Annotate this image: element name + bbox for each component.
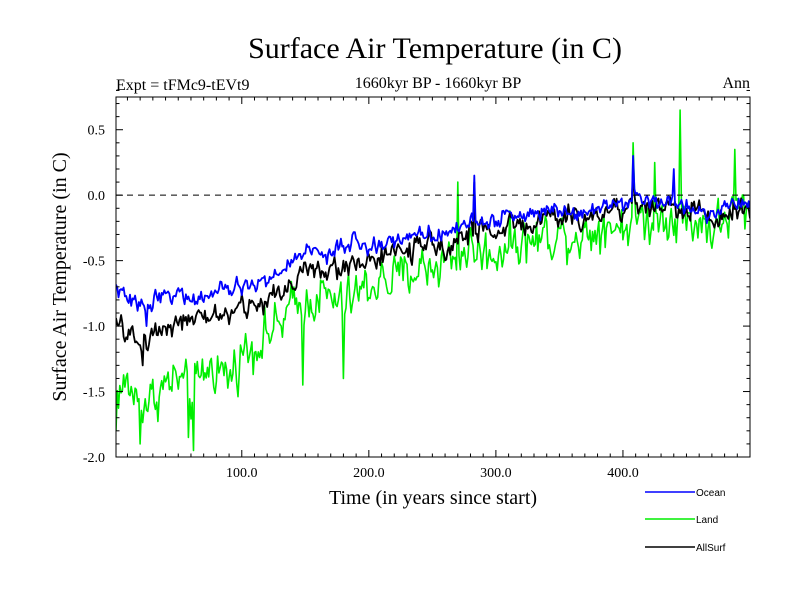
plot-frame	[115, 96, 751, 458]
legend: Ocean Land AllSurf	[645, 488, 726, 554]
experiment-label: Expt = tFMc9-tEVt9	[116, 77, 249, 94]
y-tick-label: -1.5	[83, 386, 105, 401]
season-label: Ann	[722, 75, 750, 92]
legend-label-allsurf: AllSurf	[696, 543, 726, 554]
y-tick-label: -0.5	[83, 255, 105, 270]
y-axis-label: Surface Air Temperature (in C)	[49, 152, 71, 401]
axis-ticks: 100.0 200.0 300.0 400.0 -2.0 -1.5 -1.0 -0.5 0.0 0…	[83, 89, 750, 481]
y-tick-label: 0.5	[88, 124, 106, 139]
series-layer	[116, 109, 750, 452]
y-tick-label: -2.0	[83, 451, 105, 466]
legend-label-ocean: Ocean	[696, 488, 725, 499]
chart-title: Surface Air Temperature (in C)	[248, 32, 622, 65]
period-label: 1660kyr BP - 1660kyr BP	[355, 75, 522, 92]
x-tick-label: 400.0	[607, 466, 639, 481]
series-line-land	[116, 109, 750, 452]
series-line-ocean	[116, 154, 750, 328]
x-tick-label: 200.0	[353, 466, 385, 481]
x-axis-label: Time (in years since start)	[329, 487, 537, 509]
legend-label-land: Land	[696, 515, 718, 526]
x-tick-label: 300.0	[480, 466, 512, 481]
y-tick-label: 0.0	[88, 189, 106, 204]
x-tick-label: 100.0	[226, 466, 258, 481]
y-tick-label: -1.0	[83, 320, 105, 335]
